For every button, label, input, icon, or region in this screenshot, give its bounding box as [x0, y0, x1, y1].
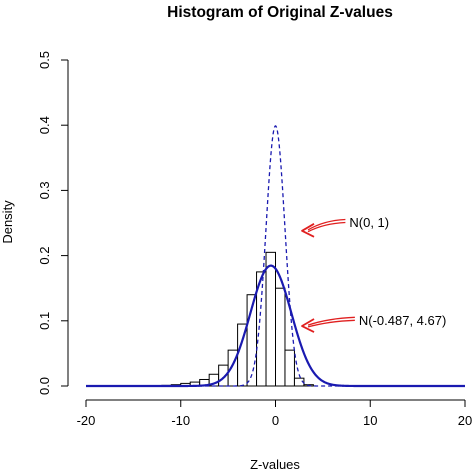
histogram-bar: [265, 251, 276, 387]
annotation-arrow: [301, 316, 355, 333]
y-tick-label: 0.4: [37, 116, 52, 134]
annotation-label: N(-0.487, 4.67): [359, 313, 446, 328]
histogram-bar: [284, 349, 295, 387]
x-axis-label: Z-values: [250, 457, 300, 472]
x-tick-label: -20: [77, 413, 96, 428]
y-tick-label: 0.5: [37, 51, 52, 69]
y-tick-label: 0.3: [37, 181, 52, 199]
chart-title: Histogram of Original Z-values: [167, 4, 393, 21]
axes: -20 -10 0 10 20 0.0 0.1 0.2 0.3 0.4 0.5: [37, 51, 472, 428]
annotations: N(0, 1) N(-0.487, 4.67): [301, 215, 446, 333]
annotation-label: N(0, 1): [349, 215, 389, 230]
x-tick-label: -10: [171, 413, 190, 428]
y-tick-label: 0.2: [37, 247, 52, 265]
x-tick-label: 20: [458, 413, 472, 428]
y-axis-label: Density: [0, 200, 15, 244]
x-tick-label: 10: [363, 413, 377, 428]
y-tick-label: 0.1: [37, 312, 52, 330]
annotation-arrow: [301, 218, 346, 238]
x-tick-label: 0: [272, 413, 279, 428]
histogram-bar: [293, 377, 305, 387]
histogram-bar: [275, 287, 286, 387]
fitted-normal-curve: [86, 264, 465, 388]
density-curves: [86, 125, 465, 388]
y-tick-label: 0.0: [37, 377, 52, 395]
